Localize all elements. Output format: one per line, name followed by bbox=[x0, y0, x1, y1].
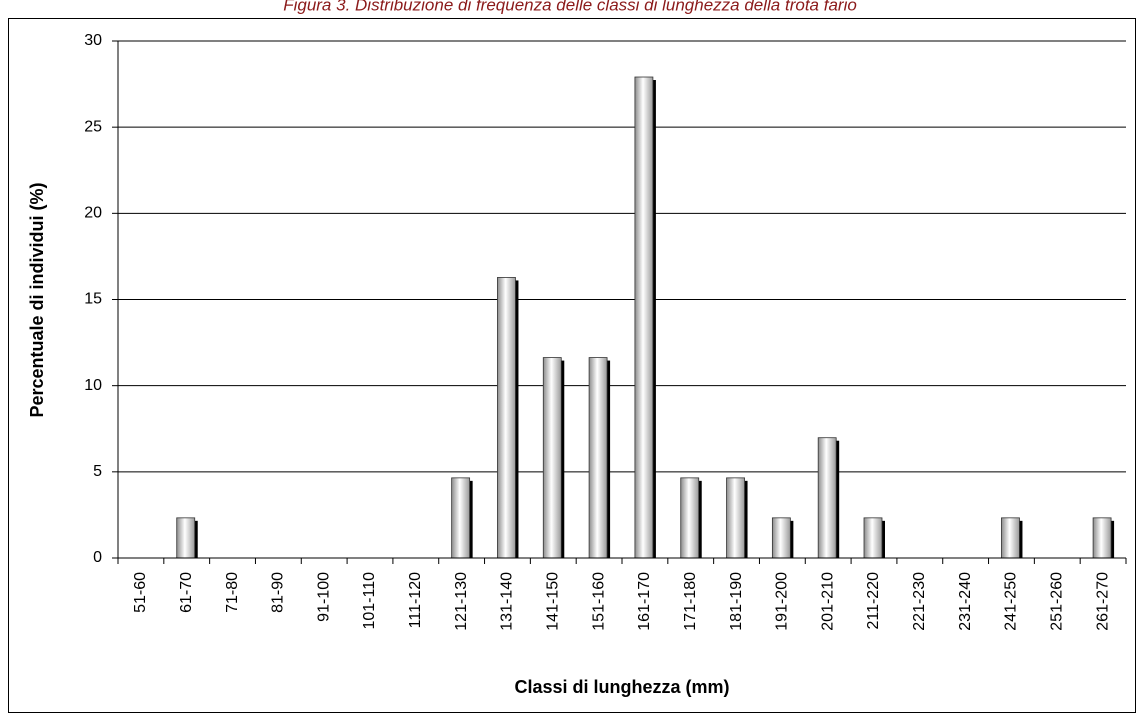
bar bbox=[863, 517, 883, 559]
bar bbox=[497, 277, 516, 559]
bar bbox=[726, 477, 745, 559]
x-tick-label: 91-100 bbox=[315, 572, 332, 622]
bar bbox=[634, 76, 654, 559]
x-tick-label: 71-80 bbox=[224, 572, 241, 613]
chart-title: Figura 3. Distribuzione di frequenza del… bbox=[283, 0, 857, 14]
x-tick-label: 151-160 bbox=[590, 572, 607, 631]
x-tick-label: 161-170 bbox=[636, 572, 653, 631]
x-tick-label: 211-220 bbox=[865, 572, 882, 630]
bar bbox=[588, 357, 608, 559]
x-tick-label: 231-240 bbox=[957, 572, 974, 631]
y-tick-label: 25 bbox=[84, 118, 102, 135]
x-tick-label: 61-70 bbox=[178, 572, 195, 613]
bar bbox=[1001, 517, 1020, 559]
x-tick-label: 121-130 bbox=[453, 572, 470, 631]
bar bbox=[771, 517, 791, 559]
x-tick-label: 191-200 bbox=[774, 572, 791, 631]
bar bbox=[1092, 517, 1112, 559]
x-tick-label: 241-250 bbox=[1003, 572, 1020, 631]
x-tick-label: 51-60 bbox=[132, 572, 149, 613]
bar bbox=[817, 437, 837, 559]
x-tick-label: 181-190 bbox=[728, 572, 745, 631]
x-tick-label: 221-230 bbox=[911, 572, 928, 631]
x-axis-label: Classi di lunghezza (mm) bbox=[514, 677, 729, 697]
bar bbox=[451, 477, 471, 559]
y-tick-label: 10 bbox=[84, 377, 102, 394]
y-tick-label: 30 bbox=[84, 32, 102, 49]
y-tick-label: 5 bbox=[93, 463, 102, 480]
y-tick-label: 0 bbox=[93, 549, 102, 566]
bar bbox=[176, 517, 196, 559]
bar bbox=[542, 357, 562, 559]
chart-frame bbox=[8, 18, 1136, 713]
x-tick-label: 81-90 bbox=[270, 572, 287, 613]
x-tick-label: 131-140 bbox=[499, 572, 516, 631]
x-tick-label: 201-210 bbox=[819, 572, 836, 631]
y-tick-label: 15 bbox=[84, 291, 102, 308]
x-tick-label: 141-150 bbox=[544, 572, 561, 631]
x-tick-label: 171-180 bbox=[682, 572, 699, 631]
y-tick-label: 20 bbox=[84, 205, 102, 222]
y-axis-label: Percentuale di individui (%) bbox=[27, 182, 47, 417]
x-tick-label: 101-110 bbox=[361, 572, 378, 630]
x-tick-label: 251-260 bbox=[1048, 572, 1065, 631]
bar bbox=[680, 477, 700, 559]
x-tick-label: 261-270 bbox=[1094, 572, 1111, 631]
x-tick-label: 111-120 bbox=[407, 572, 424, 628]
